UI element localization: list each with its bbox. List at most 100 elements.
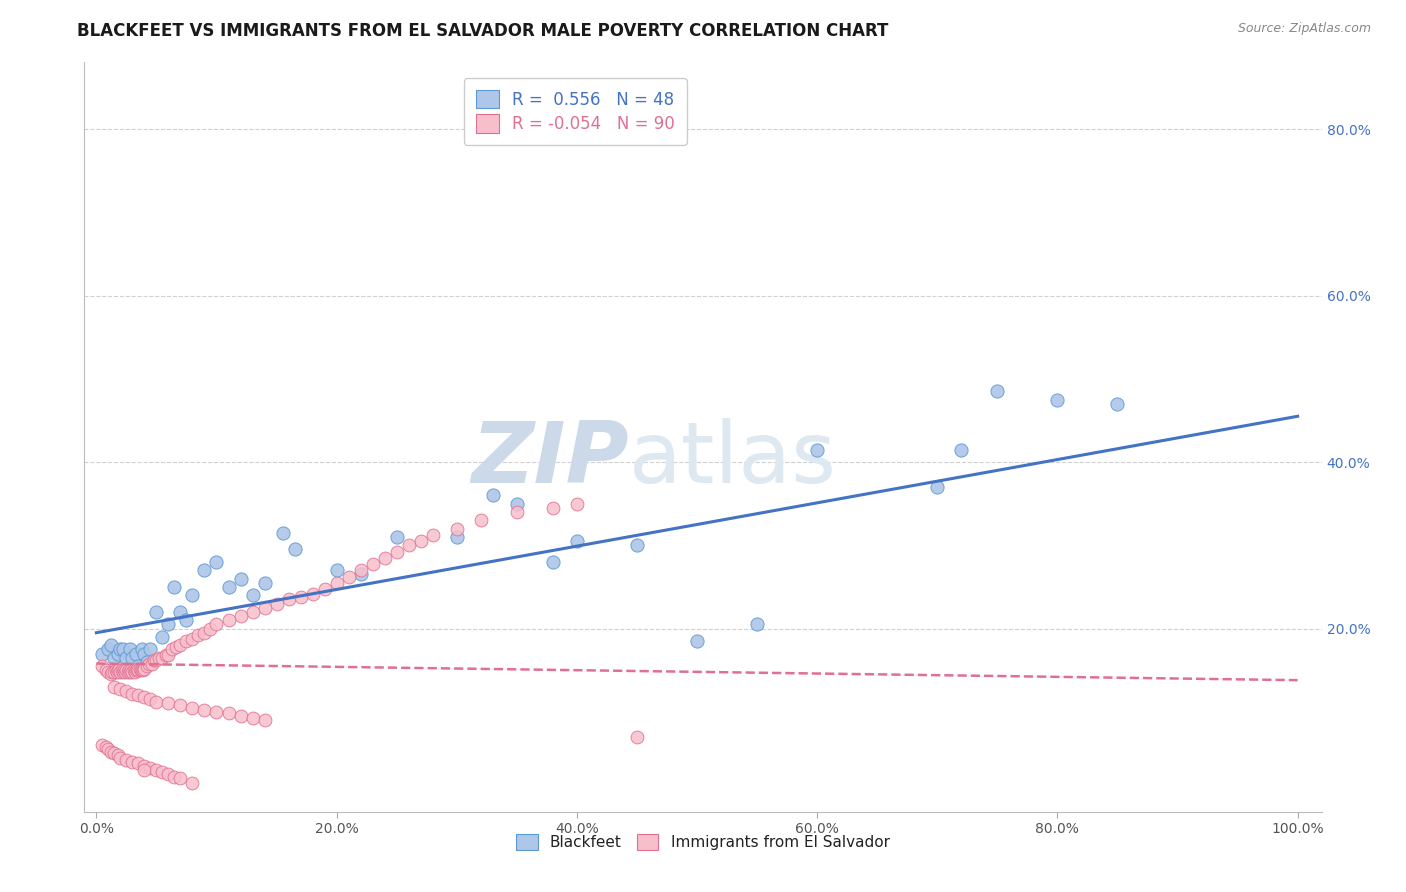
Point — [125, 663, 148, 677]
Point — [107, 748, 129, 763]
Point — [927, 480, 949, 494]
Point — [266, 597, 288, 611]
Point — [152, 764, 174, 779]
Point — [193, 625, 215, 640]
Point — [145, 763, 167, 777]
Text: atlas: atlas — [628, 418, 837, 501]
Point — [181, 588, 204, 602]
Point — [115, 650, 138, 665]
Legend: Blackfeet, Immigrants from El Salvador: Blackfeet, Immigrants from El Salvador — [510, 829, 896, 856]
Point — [806, 442, 828, 457]
Point — [127, 663, 149, 677]
Point — [129, 663, 152, 677]
Point — [94, 663, 117, 677]
Point — [1107, 397, 1129, 411]
Point — [115, 684, 138, 698]
Point — [110, 681, 132, 696]
Point — [169, 605, 191, 619]
Point — [446, 530, 468, 544]
Point — [253, 600, 276, 615]
Point — [253, 575, 276, 590]
Point — [97, 665, 120, 679]
Point — [506, 505, 529, 519]
Point — [103, 680, 125, 694]
Point — [134, 647, 156, 661]
Point — [121, 755, 143, 769]
Point — [111, 665, 134, 679]
Point — [205, 555, 228, 569]
Point — [122, 663, 145, 677]
Point — [138, 657, 160, 671]
Point — [169, 772, 191, 786]
Point — [745, 617, 768, 632]
Point — [218, 706, 240, 721]
Point — [337, 570, 360, 584]
Point — [139, 642, 162, 657]
Point — [200, 622, 222, 636]
Point — [385, 530, 408, 544]
Point — [165, 640, 187, 654]
Point — [152, 630, 174, 644]
Point — [143, 653, 166, 667]
Point — [169, 698, 191, 713]
Point — [134, 661, 156, 675]
Point — [94, 739, 117, 754]
Point — [117, 665, 139, 679]
Point — [229, 609, 252, 624]
Point — [565, 534, 588, 549]
Point — [127, 688, 149, 702]
Point — [325, 563, 347, 577]
Point — [626, 538, 648, 552]
Point — [301, 586, 323, 600]
Text: Source: ZipAtlas.com: Source: ZipAtlas.com — [1237, 22, 1371, 36]
Point — [242, 605, 264, 619]
Point — [118, 665, 141, 679]
Point — [127, 661, 149, 675]
Point — [145, 653, 167, 667]
Point — [160, 642, 183, 657]
Point — [157, 617, 180, 632]
Point — [112, 663, 135, 677]
Point — [242, 588, 264, 602]
Point — [193, 703, 215, 717]
Point — [409, 534, 432, 549]
Point — [127, 659, 149, 673]
Point — [120, 663, 142, 677]
Point — [157, 697, 180, 711]
Point — [277, 592, 299, 607]
Point — [253, 713, 276, 727]
Point — [157, 648, 180, 663]
Point — [181, 700, 204, 714]
Point — [100, 638, 122, 652]
Point — [325, 575, 347, 590]
Point — [145, 605, 167, 619]
Point — [91, 659, 114, 673]
Point — [121, 686, 143, 700]
Point — [193, 563, 215, 577]
Point — [115, 753, 138, 767]
Point — [97, 642, 120, 657]
Point — [118, 642, 141, 657]
Point — [131, 642, 153, 657]
Point — [110, 663, 132, 677]
Point — [350, 567, 373, 582]
Point — [103, 665, 125, 679]
Point — [163, 770, 186, 784]
Point — [986, 384, 1008, 399]
Text: ZIP: ZIP — [471, 418, 628, 501]
Point — [163, 580, 186, 594]
Point — [205, 705, 228, 719]
Point — [541, 500, 564, 515]
Point — [205, 617, 228, 632]
Point — [506, 497, 529, 511]
Point — [284, 542, 307, 557]
Point — [127, 756, 149, 771]
Point — [103, 747, 125, 761]
Point — [107, 647, 129, 661]
Point — [350, 563, 373, 577]
Point — [97, 742, 120, 756]
Point — [155, 648, 177, 663]
Point — [139, 692, 162, 706]
Point — [91, 738, 114, 752]
Point — [145, 695, 167, 709]
